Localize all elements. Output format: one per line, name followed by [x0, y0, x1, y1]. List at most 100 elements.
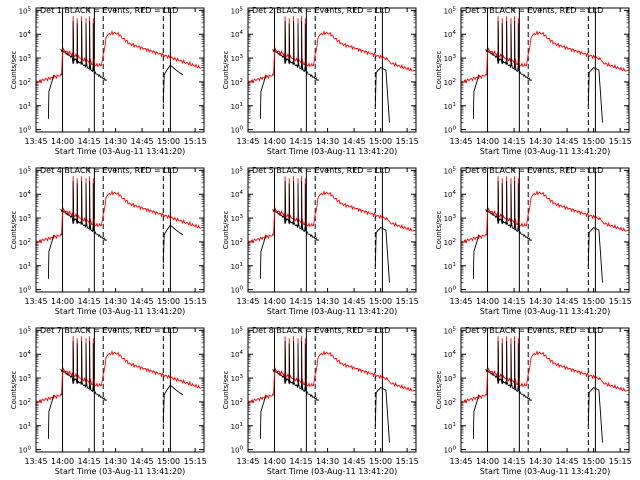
- y-tick-label: 105: [444, 326, 457, 335]
- y-tick-label: 101: [444, 102, 456, 111]
- plot-frame: [460, 167, 630, 293]
- x-tick-label: 15:15: [609, 297, 632, 306]
- x-tick-label: 13:45: [449, 297, 472, 306]
- series-events-line: [374, 387, 390, 443]
- y-tick-label: 103: [444, 374, 457, 383]
- panel-title: Det 4 BLACK = Events, RED = LLD: [40, 166, 178, 175]
- x-tick-label: 14:15: [78, 137, 101, 146]
- series-events-line: [587, 67, 603, 123]
- series-events-line: [259, 74, 267, 119]
- panel-title: Det 6 BLACK = Events, RED = LLD: [465, 166, 603, 175]
- series-events-line: [162, 64, 184, 104]
- x-axis-label: Start Time (03-Aug-11 13:41:20): [267, 307, 398, 316]
- plot-frame: [35, 327, 205, 453]
- y-tick-label: 101: [231, 422, 243, 431]
- y-tick-label: 100: [19, 446, 32, 455]
- series-events-line: [47, 394, 55, 439]
- panel-title: Det 8 BLACK = Events, RED = LLD: [252, 326, 390, 335]
- y-tick-label: 104: [444, 30, 457, 39]
- x-tick-label: 13:45: [24, 457, 47, 466]
- x-tick-label: 15:00: [157, 297, 180, 306]
- plot-frame: [247, 7, 417, 133]
- detector-panel-3: Det 3 BLACK = Events, RED = LLD 13:45 14:0…: [435, 6, 632, 156]
- x-tick-label: 15:00: [582, 457, 605, 466]
- series-events-line: [272, 181, 319, 241]
- series-events-line: [60, 181, 107, 241]
- x-tick-label: 14:30: [529, 297, 552, 306]
- detector-panel-9: Det 9 BLACK = Events, RED = LLD 13:45 14:0…: [435, 326, 632, 476]
- series-lld-line: [36, 16, 203, 84]
- y-tick-label: 104: [19, 350, 32, 359]
- series-events-line: [162, 224, 184, 264]
- series-events-line: [485, 21, 532, 81]
- x-tick-label: 13:45: [449, 137, 472, 146]
- y-tick-label: 102: [231, 238, 243, 247]
- x-tick-label: 14:45: [343, 457, 366, 466]
- plot-frame: [35, 7, 205, 133]
- y-tick-label: 102: [231, 398, 243, 407]
- panel-title: Det 2 BLACK = Events, RED = LLD: [252, 6, 390, 15]
- x-tick-label: 15:00: [582, 297, 605, 306]
- y-tick-label: 104: [231, 190, 244, 199]
- y-tick-label: 105: [444, 6, 457, 15]
- series-events-line: [272, 21, 319, 81]
- series-events-line: [485, 341, 532, 401]
- y-tick-label: 102: [444, 78, 456, 87]
- y-tick-label: 101: [444, 262, 456, 271]
- y-tick-label: 101: [19, 262, 31, 271]
- panel-title: Det 3 BLACK = Events, RED = LLD: [465, 6, 603, 15]
- detector-panel-5: Det 5 BLACK = Events, RED = LLD 13:45 14:0…: [222, 166, 419, 316]
- y-tick-label: 102: [231, 78, 243, 87]
- y-axis-label: Counts/sec: [10, 51, 18, 90]
- series-lld-line: [36, 176, 203, 244]
- y-tick-label: 103: [231, 214, 244, 223]
- plot-frame: [460, 327, 630, 453]
- y-axis-label: Counts/sec: [222, 211, 230, 250]
- series-events-line: [47, 74, 55, 119]
- x-tick-label: 14:45: [556, 457, 579, 466]
- y-tick-label: 104: [444, 350, 457, 359]
- y-axis-label: Counts/sec: [10, 211, 18, 250]
- y-tick-label: 103: [231, 374, 244, 383]
- detector-panel-8: Det 8 BLACK = Events, RED = LLD 13:45 14:0…: [222, 326, 419, 476]
- series-events-line: [374, 67, 390, 123]
- x-tick-label: 15:15: [184, 297, 207, 306]
- panel-title: Det 1 BLACK = Events, RED = LLD: [40, 6, 178, 15]
- series-events-line: [162, 384, 184, 424]
- x-tick-label: 14:15: [78, 457, 101, 466]
- y-tick-label: 103: [19, 374, 32, 383]
- x-tick-label: 14:15: [78, 297, 101, 306]
- y-axis-label: Counts/sec: [435, 371, 443, 410]
- series-events-line: [587, 387, 603, 443]
- y-axis-label: Counts/sec: [222, 51, 230, 90]
- plot-frame: [460, 7, 630, 133]
- y-tick-label: 104: [444, 190, 457, 199]
- y-tick-label: 100: [444, 126, 457, 135]
- series-lld-line: [248, 16, 415, 84]
- x-tick-label: 14:00: [476, 137, 499, 146]
- y-tick-label: 102: [19, 78, 31, 87]
- y-tick-label: 101: [19, 422, 31, 431]
- y-tick-label: 105: [231, 326, 244, 335]
- y-tick-label: 104: [231, 350, 244, 359]
- y-tick-label: 105: [231, 166, 244, 175]
- x-tick-label: 14:00: [476, 297, 499, 306]
- x-tick-label: 15:15: [184, 457, 207, 466]
- y-tick-label: 103: [444, 54, 457, 63]
- x-tick-label: 14:30: [316, 137, 339, 146]
- x-tick-label: 14:15: [290, 137, 313, 146]
- y-tick-label: 102: [19, 238, 31, 247]
- x-tick-label: 14:45: [343, 297, 366, 306]
- y-tick-label: 100: [231, 446, 244, 455]
- y-tick-label: 100: [19, 286, 32, 295]
- detector-panel-4: Det 4 BLACK = Events, RED = LLD 13:45 14:0…: [10, 166, 207, 316]
- x-tick-label: 14:45: [556, 137, 579, 146]
- panel-title: Det 9 BLACK = Events, RED = LLD: [465, 326, 603, 335]
- x-axis-label: Start Time (03-Aug-11 13:41:20): [55, 307, 186, 316]
- y-tick-label: 103: [19, 54, 32, 63]
- y-tick-label: 105: [444, 166, 457, 175]
- x-tick-label: 14:15: [503, 137, 526, 146]
- x-tick-label: 14:30: [529, 137, 552, 146]
- x-tick-label: 14:00: [263, 137, 286, 146]
- x-tick-label: 15:15: [396, 137, 419, 146]
